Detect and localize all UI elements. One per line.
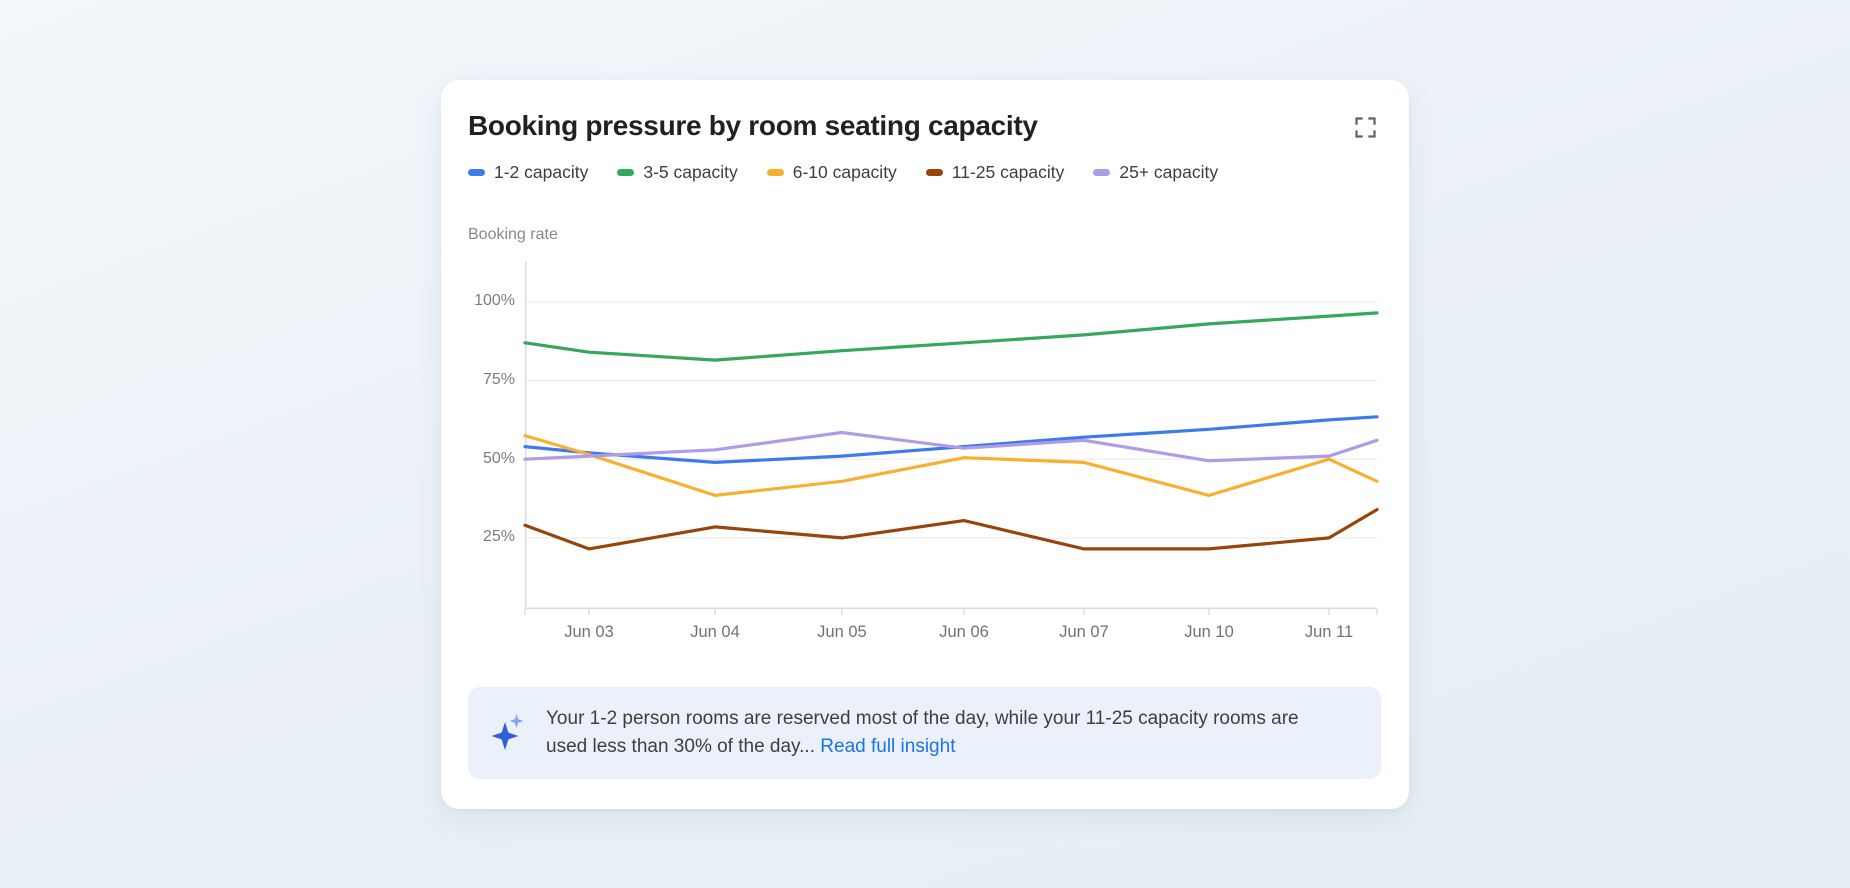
legend-item-3-5-capacity[interactable]: 3-5 capacity: [617, 161, 738, 183]
insight-sentence: Your 1-2 person rooms are reserved most …: [546, 707, 1299, 757]
legend-label: 1-2 capacity: [494, 161, 589, 182]
x-axis-tick-label: Jun 11: [1304, 622, 1354, 641]
legend-item-11-25-capacity[interactable]: 11-25 capacity: [925, 161, 1065, 183]
x-axis-tick-label: Jun 07: [1059, 622, 1109, 641]
legend-item-25-capacity[interactable]: 25+ capacity: [1093, 162, 1218, 183]
read-full-insight-link[interactable]: Read full insight: [820, 735, 956, 757]
legend-label: 25+ capacity: [1119, 161, 1219, 182]
legend-label: 3-5 capacity: [643, 161, 738, 182]
legend-item-6-10-capacity[interactable]: 6-10 capacity: [766, 161, 897, 183]
y-axis-tick-label: 75%: [482, 371, 515, 389]
insight-text: Your 1-2 person rooms are reserved most …: [546, 705, 1316, 761]
legend-swatch: [468, 168, 485, 176]
series-line-25-capacity: [523, 430, 1379, 462]
line-chart: 100% 75% 50% 25% Jun 03 Jun 04 Jun 05 Jun 06 Ju…: [474, 260, 1379, 641]
fullscreen-button[interactable]: [1350, 112, 1381, 143]
series-line-6-10-capacity: [523, 433, 1379, 497]
y-axis-title: Booking rate: [468, 225, 558, 243]
fullscreen-icon: [1355, 116, 1376, 138]
y-axis-tick-label: 50%: [482, 449, 515, 467]
x-axis-tick-label: Jun 05: [817, 622, 867, 641]
legend-label: 6-10 capacity: [792, 161, 897, 182]
chart-title: Booking pressure by room seating capacit…: [468, 109, 1038, 141]
x-axis-tick-label: Jun 10: [1184, 622, 1234, 641]
legend-swatch: [766, 168, 784, 176]
series-line-1-2-capacity: [523, 414, 1379, 464]
chart-legend: 1-2 capacity 3-5 capacity 6-10 capacity 11-…: [468, 162, 1381, 183]
card-header: Booking pressure by room seating capacit…: [468, 110, 1381, 143]
legend-item-1-2-capacity[interactable]: 1-2 capacity: [468, 162, 588, 183]
chart-card: Booking pressure by room seating capacit…: [441, 79, 1409, 809]
series-line-11-25-capacity: [523, 507, 1379, 550]
legend-label: 11-25 capacity: [951, 161, 1065, 182]
x-axis-tick-label: Jun 03: [564, 622, 614, 641]
legend-swatch: [1093, 168, 1111, 176]
chart-section: Booking rate 100% 75% 50% 25% Jun 03 Jun 04 J…: [468, 225, 1381, 641]
plot-area[interactable]: [523, 260, 1379, 615]
insight-box: Your 1-2 person rooms are reserved most …: [468, 686, 1381, 779]
series-line-3-5-capacity: [523, 310, 1379, 362]
y-axis-tick-label: 100%: [474, 292, 515, 310]
legend-swatch: [617, 168, 635, 176]
ai-sparkle-icon: [491, 713, 524, 750]
x-axis-tick-label: Jun 06: [939, 622, 989, 641]
y-axis-tick-label: 25%: [482, 528, 515, 546]
x-axis-tick-label: Jun 04: [690, 622, 740, 641]
legend-swatch: [925, 168, 943, 176]
